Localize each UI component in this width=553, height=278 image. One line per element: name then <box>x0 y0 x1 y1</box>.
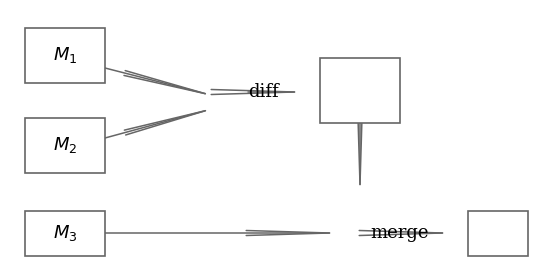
Text: $M_2$: $M_2$ <box>53 135 77 155</box>
Text: $M_1$: $M_1$ <box>53 45 77 65</box>
Bar <box>320 58 400 123</box>
Bar <box>25 118 105 173</box>
Bar <box>25 28 105 83</box>
Text: $M_3$: $M_3$ <box>53 223 77 243</box>
Text: diff: diff <box>248 83 279 101</box>
Text: merge: merge <box>370 224 429 242</box>
Bar <box>468 210 528 255</box>
Bar <box>25 210 105 255</box>
